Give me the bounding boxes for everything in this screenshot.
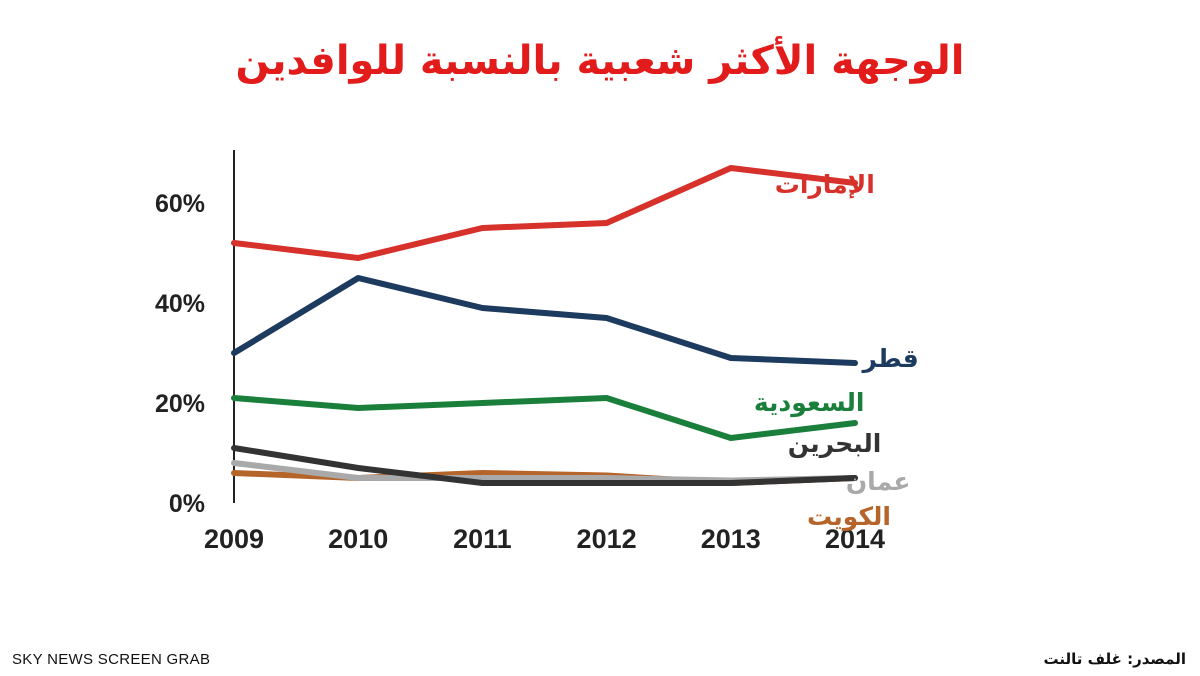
y-tick-label: 0% (169, 490, 205, 518)
y-tick-label: 40% (155, 290, 205, 318)
x-tick-label: 2014 (825, 524, 885, 554)
series-label: الكويت (807, 502, 891, 532)
x-tick-label: 2013 (701, 524, 761, 554)
line-chart: 0% 20% 40% 60% 2009 2010 2011 2012 2013 2014 الإما… (155, 150, 919, 554)
source-text: المصدر: غلف تالنت (1043, 650, 1187, 668)
x-tick-label: 2010 (328, 524, 388, 554)
credit-text: SKY NEWS SCREEN GRAB (12, 651, 211, 668)
chart-title: الوجهة الأكثر شعبية بالنسبة للوافدين (235, 38, 965, 84)
series-line (231, 395, 858, 441)
y-tick-label: 20% (155, 390, 205, 418)
series-label: السعودية (754, 388, 865, 418)
x-tick-label: 2012 (577, 524, 637, 554)
x-tick-label: 2011 (453, 524, 512, 554)
y-tick-label: 60% (155, 190, 205, 218)
series-label: عمان (846, 467, 911, 496)
series-label: الإمارات (775, 170, 875, 199)
x-tick-label: 2009 (204, 524, 264, 554)
series-line (231, 165, 858, 261)
series-label: البحرين (788, 429, 882, 459)
series-label: قطر (860, 344, 918, 374)
series-line (231, 445, 858, 486)
series-line (231, 275, 858, 366)
